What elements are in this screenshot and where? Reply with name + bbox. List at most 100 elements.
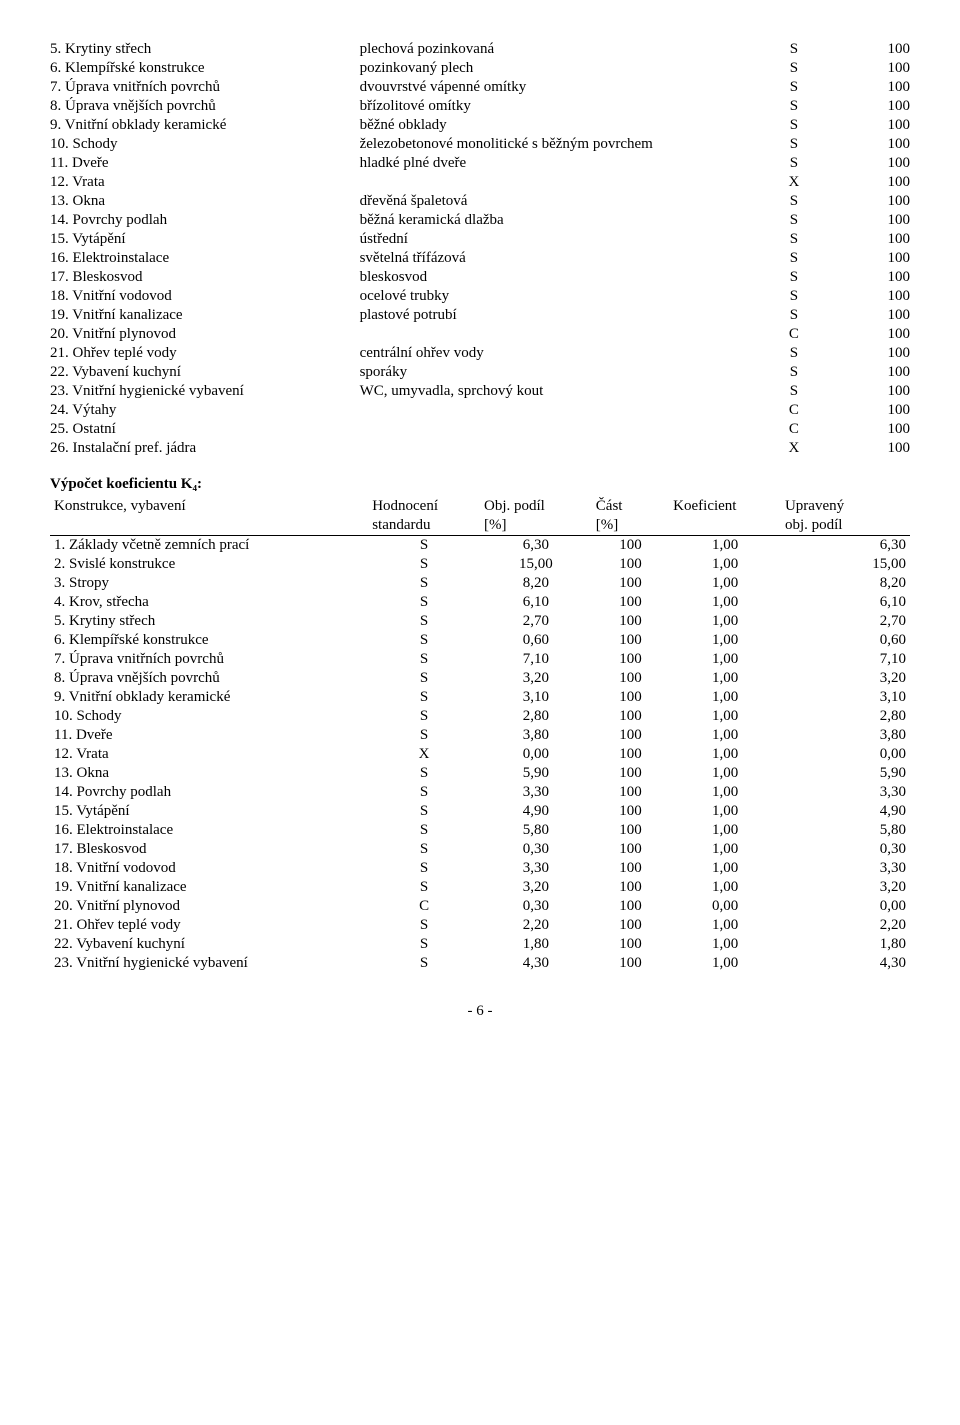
- cell-std: S: [755, 268, 832, 287]
- cell-adj: 3,20: [781, 669, 910, 688]
- table-row: 1. Základy včetně zemních pracíS6,301001…: [50, 536, 910, 556]
- cell-obj: 0,30: [480, 897, 592, 916]
- cell-std: S: [755, 192, 832, 211]
- table-row: 8. Úprava vnějších povrchůbřízolitové om…: [50, 97, 910, 116]
- cell-name: 9. Vnitřní obklady keramické: [50, 116, 360, 135]
- cell-desc: [360, 420, 756, 439]
- cell-std: C: [755, 420, 832, 439]
- cell-std: S: [755, 78, 832, 97]
- cell-adj: 0,00: [781, 745, 910, 764]
- header-cell: Hodnocení: [368, 497, 480, 516]
- cell-part: 100: [592, 897, 669, 916]
- cell-name: 11. Dveře: [50, 726, 368, 745]
- cell-name: 11. Dveře: [50, 154, 360, 173]
- cell-name: 21. Ohřev teplé vody: [50, 344, 360, 363]
- table-header-row: Konstrukce, vybavení Hodnocení Obj. podí…: [50, 497, 910, 516]
- cell-adj: 2,80: [781, 707, 910, 726]
- table-row: 9. Vnitřní obklady keramickéběžné obklad…: [50, 116, 910, 135]
- cell-name: 10. Schody: [50, 707, 368, 726]
- cell-part: 100: [592, 726, 669, 745]
- cell-name: 25. Ostatní: [50, 420, 360, 439]
- table-row: 12. VrataX0,001001,000,00: [50, 745, 910, 764]
- cell-part: 100: [592, 859, 669, 878]
- table-row: 7. Úprava vnitřních povrchůdvouvrstvé vá…: [50, 78, 910, 97]
- cell-adj: 15,00: [781, 555, 910, 574]
- cell-obj: 3,20: [480, 878, 592, 897]
- table-row: 11. Dveřehladké plné dveřeS100: [50, 154, 910, 173]
- table-row: 20. Vnitřní plynovodC0,301000,000,00: [50, 897, 910, 916]
- cell-name: 9. Vnitřní obklady keramické: [50, 688, 368, 707]
- cell-val: 100: [833, 287, 910, 306]
- table-row: 22. Vybavení kuchynísporákyS100: [50, 363, 910, 382]
- cell-std: S: [368, 764, 480, 783]
- cell-name: 15. Vytápění: [50, 230, 360, 249]
- table-row: 11. DveřeS3,801001,003,80: [50, 726, 910, 745]
- cell-desc: světelná třífázová: [360, 249, 756, 268]
- table-row: 24. VýtahyC100: [50, 401, 910, 420]
- cell-val: 100: [833, 59, 910, 78]
- table-row: 20. Vnitřní plynovodC100: [50, 325, 910, 344]
- cell-val: 100: [833, 97, 910, 116]
- cell-name: 7. Úprava vnitřních povrchů: [50, 78, 360, 97]
- cell-part: 100: [592, 536, 669, 556]
- cell-adj: 0,30: [781, 840, 910, 859]
- cell-name: 15. Vytápění: [50, 802, 368, 821]
- table-row: 6. Klempířské konstrukcepozinkovaný plec…: [50, 59, 910, 78]
- cell-desc: dřevěná špaletová: [360, 192, 756, 211]
- cell-val: 100: [833, 401, 910, 420]
- cell-name: 2. Svislé konstrukce: [50, 555, 368, 574]
- header-cell: standardu: [368, 516, 480, 536]
- cell-name: 12. Vrata: [50, 173, 360, 192]
- table-row: 17. BleskosvodS0,301001,000,30: [50, 840, 910, 859]
- cell-name: 21. Ohřev teplé vody: [50, 916, 368, 935]
- cell-std: S: [755, 40, 832, 59]
- table-row: 21. Ohřev teplé vodyS2,201001,002,20: [50, 916, 910, 935]
- table-row: 10. Schodyželezobetonové monolitické s b…: [50, 135, 910, 154]
- cell-std: S: [755, 116, 832, 135]
- header-cell: [50, 516, 368, 536]
- cell-std: S: [368, 840, 480, 859]
- cell-name: 19. Vnitřní kanalizace: [50, 878, 368, 897]
- cell-name: 17. Bleskosvod: [50, 268, 360, 287]
- cell-desc: bleskosvod: [360, 268, 756, 287]
- cell-name: 13. Okna: [50, 764, 368, 783]
- cell-val: 100: [833, 78, 910, 97]
- cell-coef: 1,00: [669, 726, 781, 745]
- cell-val: 100: [833, 382, 910, 401]
- cell-desc: WC, umyvadla, sprchový kout: [360, 382, 756, 401]
- table-row: 16. Elektroinstalacesvětelná třífázováS1…: [50, 249, 910, 268]
- cell-coef: 1,00: [669, 954, 781, 973]
- cell-adj: 6,30: [781, 536, 910, 556]
- cell-part: 100: [592, 631, 669, 650]
- cell-std: S: [755, 211, 832, 230]
- header-cell: Část: [592, 497, 669, 516]
- cell-coef: 1,00: [669, 821, 781, 840]
- cell-part: 100: [592, 574, 669, 593]
- cell-std: S: [755, 97, 832, 116]
- cell-desc: [360, 325, 756, 344]
- construction-description-table: 5. Krytiny střechplechová pozinkovanáS10…: [50, 40, 910, 458]
- cell-adj: 5,80: [781, 821, 910, 840]
- cell-adj: 3,20: [781, 878, 910, 897]
- header-cell: Koeficient: [669, 497, 781, 516]
- cell-std: S: [368, 688, 480, 707]
- cell-coef: 1,00: [669, 878, 781, 897]
- header-cell: obj. podíl: [781, 516, 910, 536]
- cell-adj: 0,00: [781, 897, 910, 916]
- cell-std: S: [755, 344, 832, 363]
- table-row: 22. Vybavení kuchyníS1,801001,001,80: [50, 935, 910, 954]
- cell-name: 13. Okna: [50, 192, 360, 211]
- cell-coef: 1,00: [669, 802, 781, 821]
- cell-std: S: [368, 612, 480, 631]
- cell-adj: 4,30: [781, 954, 910, 973]
- cell-obj: 5,90: [480, 764, 592, 783]
- cell-coef: 1,00: [669, 612, 781, 631]
- cell-obj: 1,80: [480, 935, 592, 954]
- cell-std: C: [755, 401, 832, 420]
- cell-std: S: [755, 382, 832, 401]
- cell-adj: 0,60: [781, 631, 910, 650]
- coefficient-table: Konstrukce, vybavení Hodnocení Obj. podí…: [50, 497, 910, 973]
- cell-coef: 1,00: [669, 783, 781, 802]
- cell-name: 22. Vybavení kuchyní: [50, 935, 368, 954]
- cell-std: C: [755, 325, 832, 344]
